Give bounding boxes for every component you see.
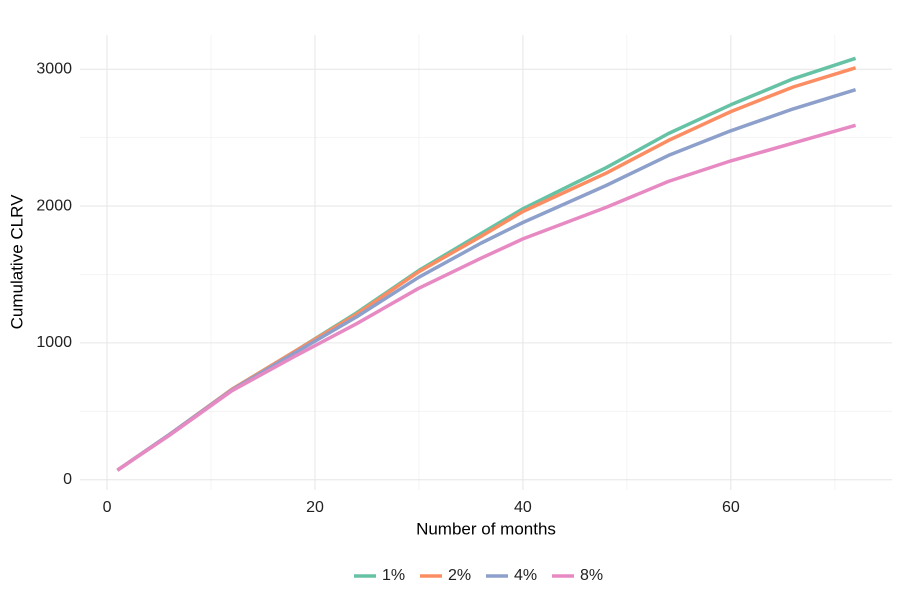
y-tick-label: 1000 xyxy=(36,334,72,351)
x-tick-label: 20 xyxy=(306,499,324,516)
legend-label: 1% xyxy=(382,567,405,584)
legend-label: 8% xyxy=(580,567,603,584)
y-tick-label: 2000 xyxy=(36,197,72,214)
y-tick-label: 0 xyxy=(63,471,72,488)
x-tick-label: 60 xyxy=(722,499,740,516)
y-tick-label: 3000 xyxy=(36,60,72,77)
y-axis-label: Cumulative CLRV xyxy=(7,194,26,329)
legend-label: 2% xyxy=(448,567,471,584)
legend-label: 4% xyxy=(514,567,537,584)
series-line xyxy=(116,123,857,472)
x-axis-label: Number of months xyxy=(416,519,556,538)
series-line xyxy=(116,56,857,472)
x-tick-label: 40 xyxy=(514,499,532,516)
series-line xyxy=(116,66,857,472)
x-tick-label: 0 xyxy=(103,499,112,516)
series-line xyxy=(116,88,857,472)
